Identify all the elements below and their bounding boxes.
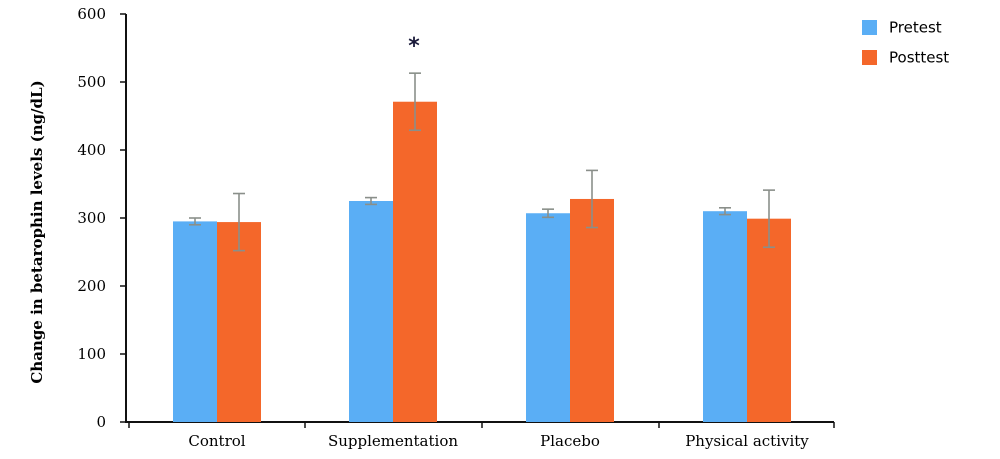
y-tick-label: 0 [96, 413, 106, 431]
bar-pretest-placebo [526, 213, 570, 422]
bar-pretest-supplementation [349, 201, 393, 422]
y-tick-label: 300 [77, 209, 106, 227]
bar-posttest-supplementation [393, 101, 437, 422]
y-tick-label: 400 [77, 141, 106, 159]
legend-swatch-pretest [862, 20, 877, 35]
x-tick-label: Control [188, 432, 245, 450]
x-tick-label: Physical activity [685, 432, 809, 450]
y-axis-label: Change in betarophin levels (ng/dL) [28, 80, 46, 383]
significance-marker: * [408, 34, 420, 59]
y-tick-label: 200 [77, 277, 106, 295]
legend-swatch-posttest [862, 50, 877, 65]
y-tick-label: 100 [77, 345, 106, 363]
bar-pretest-control [173, 221, 217, 422]
x-tick-label: Supplementation [328, 432, 458, 450]
axes: 0 100 200 300 400 500 600 Control Supplementatio… [77, 5, 835, 450]
y-tick-label: 500 [77, 73, 106, 91]
bar-posttest-control [217, 222, 261, 422]
y-tick-label: 600 [77, 5, 106, 23]
legend-label-posttest: Posttest [889, 49, 949, 67]
bars: * [173, 34, 791, 422]
bar-pretest-physical-activity [703, 211, 747, 422]
bar-posttest-placebo [570, 198, 614, 422]
legend-label-pretest: Pretest [889, 19, 942, 37]
legend: Pretest Posttest [862, 19, 949, 67]
x-tick-label: Placebo [540, 432, 600, 450]
bar-posttest-physical-activity [747, 218, 791, 422]
